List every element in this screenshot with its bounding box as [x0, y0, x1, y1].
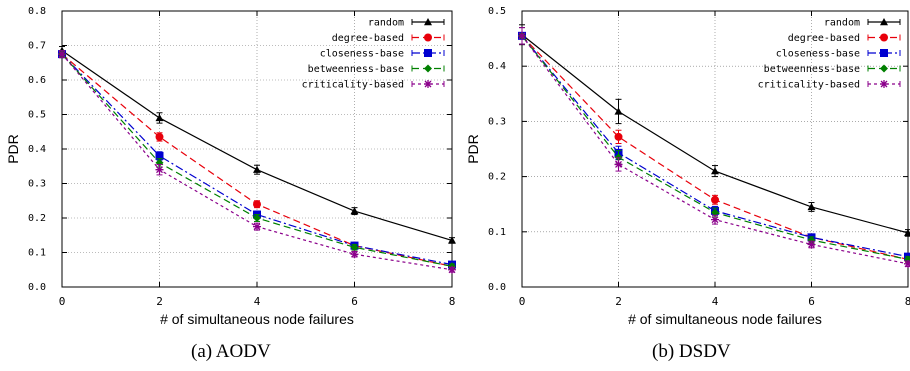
legend-marker — [424, 49, 432, 57]
series-degree-based — [518, 28, 910, 264]
data-point — [448, 266, 456, 274]
data-point — [615, 160, 623, 168]
series-closeness-base — [518, 28, 910, 261]
y-tick-label: 0.2 — [488, 172, 506, 183]
data-point — [253, 223, 261, 231]
y-tick-label: 0.4 — [488, 61, 506, 72]
data-point — [615, 133, 623, 141]
y-tick-label: 0.4 — [28, 144, 46, 155]
legend-label: closeness-base — [776, 49, 860, 60]
x-tick-label: 8 — [905, 295, 910, 308]
x-axis-label: # of simultaneous node failures — [160, 311, 354, 327]
data-point — [711, 196, 719, 204]
data-point — [711, 216, 719, 224]
y-tick-label: 0.6 — [28, 75, 46, 86]
data-point — [808, 240, 816, 248]
legend-marker — [424, 65, 432, 73]
x-tick-label: 2 — [615, 295, 622, 308]
data-point — [253, 166, 261, 173]
legend: random degree-based closeness-base betweenn… — [758, 18, 900, 91]
legend-label: betweenness-base — [308, 64, 404, 75]
y-tick-label: 0.3 — [28, 179, 46, 190]
y-tick-label: 0.8 — [28, 6, 46, 17]
legend-marker — [880, 49, 888, 57]
legend-label: degree-based — [332, 33, 404, 44]
y-tick-label: 0.0 — [488, 282, 506, 293]
data-point — [58, 50, 66, 58]
chart-aodv: 0.0 0.1 0.2 0.3 0.4 0.5 0.6 0.7 0.8 0 2 4 6 8 # of sim… — [5, 6, 456, 362]
y-tick-label: 0.5 — [488, 6, 506, 17]
y-axis-label: PDR — [465, 134, 481, 164]
legend-marker — [880, 80, 888, 88]
figure-caption: (b) DSDV — [652, 341, 731, 362]
legend-label: criticality-based — [302, 80, 404, 91]
x-axis-label: # of simultaneous node failures — [628, 311, 822, 327]
chart-dsdv: 0.0 0.1 0.2 0.3 0.4 0.5 0 2 4 6 8 # of simultaneous… — [465, 6, 910, 362]
data-point — [156, 114, 164, 121]
x-tick-label: 8 — [449, 295, 456, 308]
y-axis-label: PDR — [5, 134, 21, 164]
figure-caption: (a) AODV — [191, 341, 271, 362]
x-tick-label: 6 — [351, 295, 358, 308]
legend-marker — [880, 65, 888, 73]
x-tick-label: 6 — [808, 295, 815, 308]
data-point — [351, 207, 359, 214]
legend-label: betweenness-base — [764, 64, 860, 75]
series-betweenness-base — [518, 28, 910, 264]
y-tick-label: 0.1 — [28, 248, 46, 259]
data-point — [253, 200, 261, 208]
x-tick-label: 2 — [156, 295, 163, 308]
y-tick-label: 0.5 — [28, 110, 46, 121]
y-tick-label: 0.3 — [488, 116, 506, 127]
data-point — [711, 167, 719, 174]
legend-marker — [424, 80, 432, 88]
y-tick-label: 0.1 — [488, 227, 506, 238]
x-tick-label: 4 — [712, 295, 719, 308]
legend-label: random — [368, 18, 404, 29]
legend-label: random — [824, 18, 860, 29]
data-point — [156, 166, 164, 174]
data-point — [518, 32, 526, 40]
legend-marker — [880, 34, 888, 42]
x-tick-label: 4 — [254, 295, 261, 308]
y-tick-label: 0.7 — [28, 41, 46, 52]
legend-label: degree-based — [788, 33, 860, 44]
legend-marker — [424, 34, 432, 42]
data-point — [351, 250, 359, 258]
legend-label: closeness-base — [320, 49, 404, 60]
x-tick-label: 0 — [59, 295, 66, 308]
y-tick-label: 0.2 — [28, 213, 46, 224]
legend-label: criticality-based — [758, 80, 860, 91]
x-tick-label: 0 — [519, 295, 526, 308]
y-tick-label: 0.0 — [28, 282, 46, 293]
data-point — [808, 203, 816, 210]
legend: random degree-based closeness-base betweenn… — [302, 18, 444, 91]
data-point — [156, 133, 164, 141]
